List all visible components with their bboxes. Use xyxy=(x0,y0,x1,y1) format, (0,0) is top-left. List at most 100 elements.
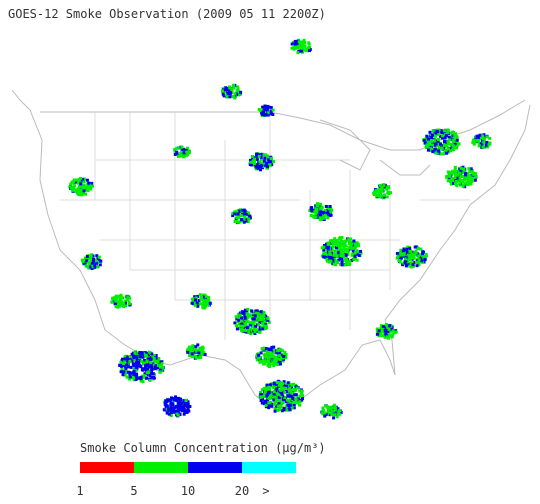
smoke-pixel xyxy=(428,147,432,151)
smoke-pixel xyxy=(443,140,446,143)
smoke-pixel xyxy=(297,40,301,44)
smoke-pixel xyxy=(154,356,158,360)
smoke-pixel xyxy=(248,214,252,218)
smoke-pixel xyxy=(267,320,271,324)
smoke-pixel xyxy=(266,111,270,115)
smoke-pixel xyxy=(89,259,93,263)
smoke-pixel xyxy=(242,220,246,224)
smoke-pixel xyxy=(231,211,235,215)
smoke-pixel xyxy=(331,242,335,246)
smoke-pixel xyxy=(308,209,312,213)
smoke-pixel xyxy=(255,311,259,315)
smoke-pixel xyxy=(148,357,152,361)
smoke-pixel xyxy=(389,191,392,195)
smoke-pixel xyxy=(201,350,205,354)
smoke-pixel xyxy=(82,180,86,184)
smoke-pixel xyxy=(277,399,281,402)
smoke-pixel xyxy=(237,209,241,213)
smoke-pixel xyxy=(136,357,140,361)
smoke-pixel xyxy=(127,302,131,306)
smoke-pixel xyxy=(130,371,134,375)
smoke-pixel xyxy=(182,147,186,151)
smoke-pixel xyxy=(191,355,194,359)
smoke-pixel xyxy=(123,359,127,363)
smoke-pixel xyxy=(135,355,139,359)
smoke-pixel xyxy=(194,298,197,302)
smoke-pixel xyxy=(298,41,302,45)
smoke-pixel xyxy=(459,174,463,178)
smoke-pixel xyxy=(372,192,376,196)
smoke-pixel xyxy=(414,245,418,249)
smoke-pixel xyxy=(449,135,453,139)
smoke-pixel xyxy=(426,139,430,143)
smoke-pixel xyxy=(338,257,342,261)
smoke-pixel xyxy=(140,359,144,363)
smoke-pixel xyxy=(338,240,342,244)
smoke-pixel xyxy=(457,142,461,146)
smoke-pixel xyxy=(278,362,282,366)
smoke-pixel xyxy=(186,152,190,156)
smoke-pixel xyxy=(171,398,175,402)
smoke-pixel xyxy=(178,404,182,408)
smoke-pixel xyxy=(479,137,483,141)
smoke-pixel xyxy=(194,296,198,300)
smoke-pixel xyxy=(301,397,304,400)
smoke-pixel xyxy=(309,214,313,217)
smoke-pixel xyxy=(260,318,264,322)
smoke-pixel xyxy=(353,254,357,258)
smoke-pixel xyxy=(202,301,206,305)
smoke-pixel xyxy=(252,317,256,321)
smoke-pixel xyxy=(74,189,78,193)
smoke-pixel xyxy=(330,249,334,253)
smoke-pixel xyxy=(303,41,307,44)
smoke-pixel xyxy=(197,351,201,355)
smoke-pixel xyxy=(192,297,196,301)
smoke-pixel xyxy=(284,353,288,356)
smoke-pixel xyxy=(380,186,384,190)
smoke-pixel xyxy=(335,255,339,258)
smoke-pixel xyxy=(357,250,361,254)
smoke-pixel xyxy=(84,264,88,268)
smoke-pixel xyxy=(244,213,248,216)
smoke-pixel xyxy=(269,106,273,109)
smoke-pixel xyxy=(375,327,379,331)
smoke-pixel xyxy=(327,260,331,264)
smoke-pixel xyxy=(329,407,332,411)
smoke-pixel xyxy=(290,385,293,389)
smoke-pixel xyxy=(335,238,339,242)
smoke-pixel xyxy=(328,413,332,417)
smoke-pixel xyxy=(257,353,261,357)
smoke-pixel xyxy=(173,148,177,151)
colorbar-segment xyxy=(242,462,296,473)
smoke-pixel xyxy=(441,134,445,138)
smoke-pixel xyxy=(276,408,280,412)
smoke-pixel xyxy=(381,325,385,329)
smoke-pixel xyxy=(177,396,180,400)
smoke-pixel xyxy=(243,321,247,325)
smoke-pixel xyxy=(285,385,288,388)
smoke-pixel xyxy=(132,358,136,362)
smoke-pixel xyxy=(328,252,332,256)
smoke-pixel xyxy=(207,296,211,299)
smoke-pixel xyxy=(128,296,132,300)
smoke-pixel xyxy=(244,323,248,327)
smoke-pixel xyxy=(253,332,257,335)
smoke-pixel xyxy=(249,332,253,336)
smoke-pixel xyxy=(334,241,338,245)
smoke-pixel xyxy=(250,309,254,313)
smoke-pixel xyxy=(445,175,449,179)
smoke-pixel xyxy=(410,252,414,256)
smoke-pixel xyxy=(454,176,458,180)
smoke-pixel xyxy=(291,391,295,395)
smoke-pixel xyxy=(339,262,342,266)
smoke-pixel xyxy=(322,255,326,259)
smoke-pixel xyxy=(176,409,180,413)
smoke-pixel xyxy=(417,254,421,258)
smoke-pixel xyxy=(111,297,115,301)
smoke-pixel xyxy=(295,386,299,390)
smoke-pixel xyxy=(239,90,243,94)
smoke-pixel xyxy=(383,329,387,333)
smoke-pixel xyxy=(386,335,389,339)
smoke-pixel xyxy=(236,85,240,89)
